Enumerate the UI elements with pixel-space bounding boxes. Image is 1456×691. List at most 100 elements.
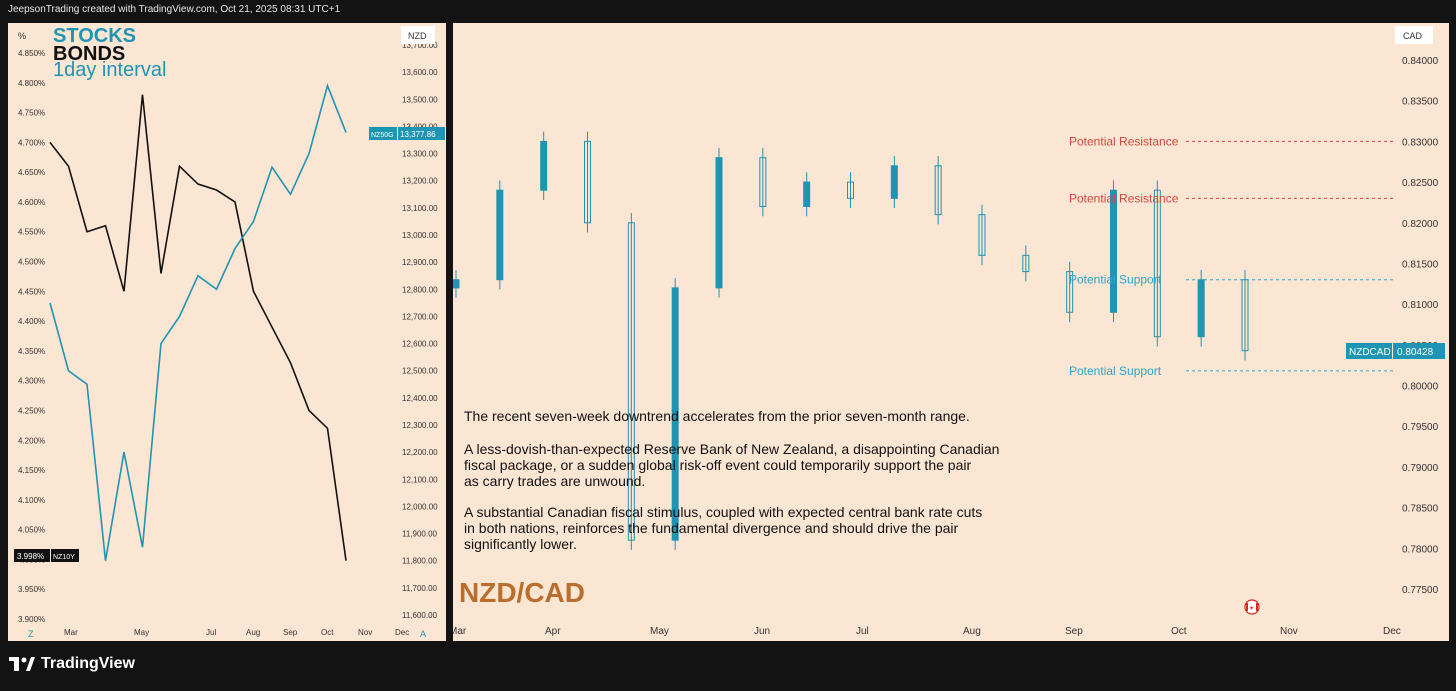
bond-price-badge: 3.998% NZ10Y [14,549,79,562]
left-tick-label: 4.050% [18,526,45,535]
level-label-resistance: Potential Resistance [1069,134,1179,148]
corner-right-label[interactable]: A [420,629,426,639]
left-tick-label: 4.450% [18,287,45,296]
pair-title: NZD/CAD [459,577,585,608]
right-axis-unit-box [401,26,435,44]
left-tick-label: 4.100% [18,496,45,505]
price-tick-label: 0.82500 [1402,178,1439,189]
left-tick-label: 4.400% [18,317,45,326]
price-tick-label: 0.81000 [1402,300,1439,311]
time-tick-label: Jul [856,626,869,637]
right-tick-label: 13,300.00 [402,150,438,159]
level-label-support: Potential Support [1069,273,1162,287]
left-tick-label: 4.200% [18,436,45,445]
corner-left-label[interactable]: Z [28,629,34,639]
left-tick-label: 3.900% [18,615,45,624]
price-tick-label: 0.78000 [1402,544,1439,555]
stocks-bonds-chart[interactable]: 4.850% 4.800% 4.750% 4.700% 4.650% 4.600% 4.55… [8,23,446,641]
price-tick-label: 0.77500 [1402,585,1439,596]
right-tick-label: 11,800.00 [402,557,438,566]
stocks-bonds-chart-panel[interactable]: 4.850% 4.800% 4.750% 4.700% 4.650% 4.600% 4.55… [8,23,446,641]
series-line-bonds[interactable] [49,94,347,561]
right-tick-label: 13,600.00 [402,68,438,77]
left-tick-label: 4.850% [18,49,45,58]
price-badge-symbol: NZDCAD [1349,347,1391,358]
right-tick-label: 12,000.00 [402,502,438,511]
bond-badge-symbol: NZ10Y [53,554,75,561]
right-tick-label: 13,400.00 [402,122,438,131]
x-tick-label: Jul [206,628,216,637]
price-axis-unit-box [1395,26,1433,44]
price-tick-label: 0.83500 [1402,97,1439,108]
candle[interactable] [715,147,723,298]
candle[interactable] [759,147,767,217]
x-tick-label: Sep [283,628,298,637]
right-tick-label: 13,000.00 [402,231,438,240]
price-tick-label: 0.84000 [1402,56,1439,67]
tradingview-logo-icon [9,657,35,671]
stock-price-badge: NZ50G 13,377.86 [369,127,445,140]
left-tick-label: 4.800% [18,79,45,88]
chart-credit: JeepsonTrading created with TradingView.… [8,4,341,15]
candle[interactable] [847,172,854,209]
candle[interactable] [803,172,811,217]
x-tick-label: Nov [358,628,372,637]
left-tick-label: 4.600% [18,198,45,207]
candle[interactable] [496,180,504,290]
candle[interactable] [627,213,635,550]
left-tick-label: 4.750% [18,109,45,118]
left-tick-label: 4.150% [18,466,45,475]
right-tick-label: 13,500.00 [402,95,438,104]
time-tick-label: Oct [1171,626,1187,637]
candle[interactable] [890,156,898,209]
candle[interactable] [1022,245,1030,282]
right-tick-label: 12,400.00 [402,394,438,403]
time-tick-label: Mar [453,626,467,637]
candle[interactable] [1066,261,1074,323]
series-line-stocks[interactable] [49,83,347,561]
stock-badge-value: 13,377.86 [400,130,436,139]
candle[interactable] [978,204,986,266]
candle[interactable] [452,269,460,298]
price-tick-label: 0.80000 [1402,382,1439,393]
candle[interactable] [1197,269,1205,347]
left-tick-label: 3.950% [18,585,45,594]
right-tick-label: 13,700.00 [402,41,438,50]
price-tick-label: 0.83000 [1402,137,1439,148]
left-tick-label: 4.250% [18,406,45,415]
candle[interactable] [1153,180,1161,347]
left-tick-label: 4.650% [18,168,45,177]
right-tick-label: 12,100.00 [402,475,438,484]
candle[interactable] [584,131,591,233]
price-tick-label: 0.79500 [1402,422,1439,433]
left-tick-label: 4.700% [18,138,45,147]
candle[interactable] [1241,269,1249,361]
price-badge-value: 0.80428 [1397,347,1434,358]
time-tick-label: Nov [1280,626,1298,637]
nzdcad-price-badge: NZDCAD 0.80428 [1346,343,1445,359]
left-tick-label: 4.300% [18,377,45,386]
right-tick-label: 11,700.00 [402,584,438,593]
level-label-support: Potential Support [1069,364,1162,378]
note-paragraph-2: A less-dovish-than-expected Reserve Bank… [464,441,999,489]
candle[interactable] [1110,180,1117,323]
right-tick-label: 12,700.00 [402,312,438,321]
note-paragraph-1: The recent seven-week downtrend accelera… [464,408,970,424]
canada-flag-icon[interactable]: ✦ [1244,599,1260,615]
tradingview-logo[interactable]: TradingView [9,655,135,673]
right-tick-label: 13,200.00 [402,177,438,186]
nzdcad-chart[interactable]: 0.84000 0.83500 0.83000 0.82500 0.82000 0.815… [449,23,1449,641]
svg-text:✦: ✦ [1249,605,1254,612]
right-tick-label: 12,200.00 [402,448,438,457]
right-axis-unit: NZD [408,31,427,41]
candle[interactable] [671,278,679,550]
right-tick-label: 11,900.00 [402,530,438,539]
notes-text-block: The recent seven-week downtrend accelera… [464,408,999,552]
legend-interval: 1day interval [53,59,166,81]
nzdcad-chart-panel[interactable]: 0.84000 0.83500 0.83000 0.82500 0.82000 0.815… [449,23,1449,641]
left-tick-label: 4.550% [18,228,45,237]
x-tick-label: Aug [246,628,260,637]
candle[interactable] [540,131,548,200]
candle[interactable] [934,156,942,225]
left-tick-label: 4.350% [18,347,45,356]
